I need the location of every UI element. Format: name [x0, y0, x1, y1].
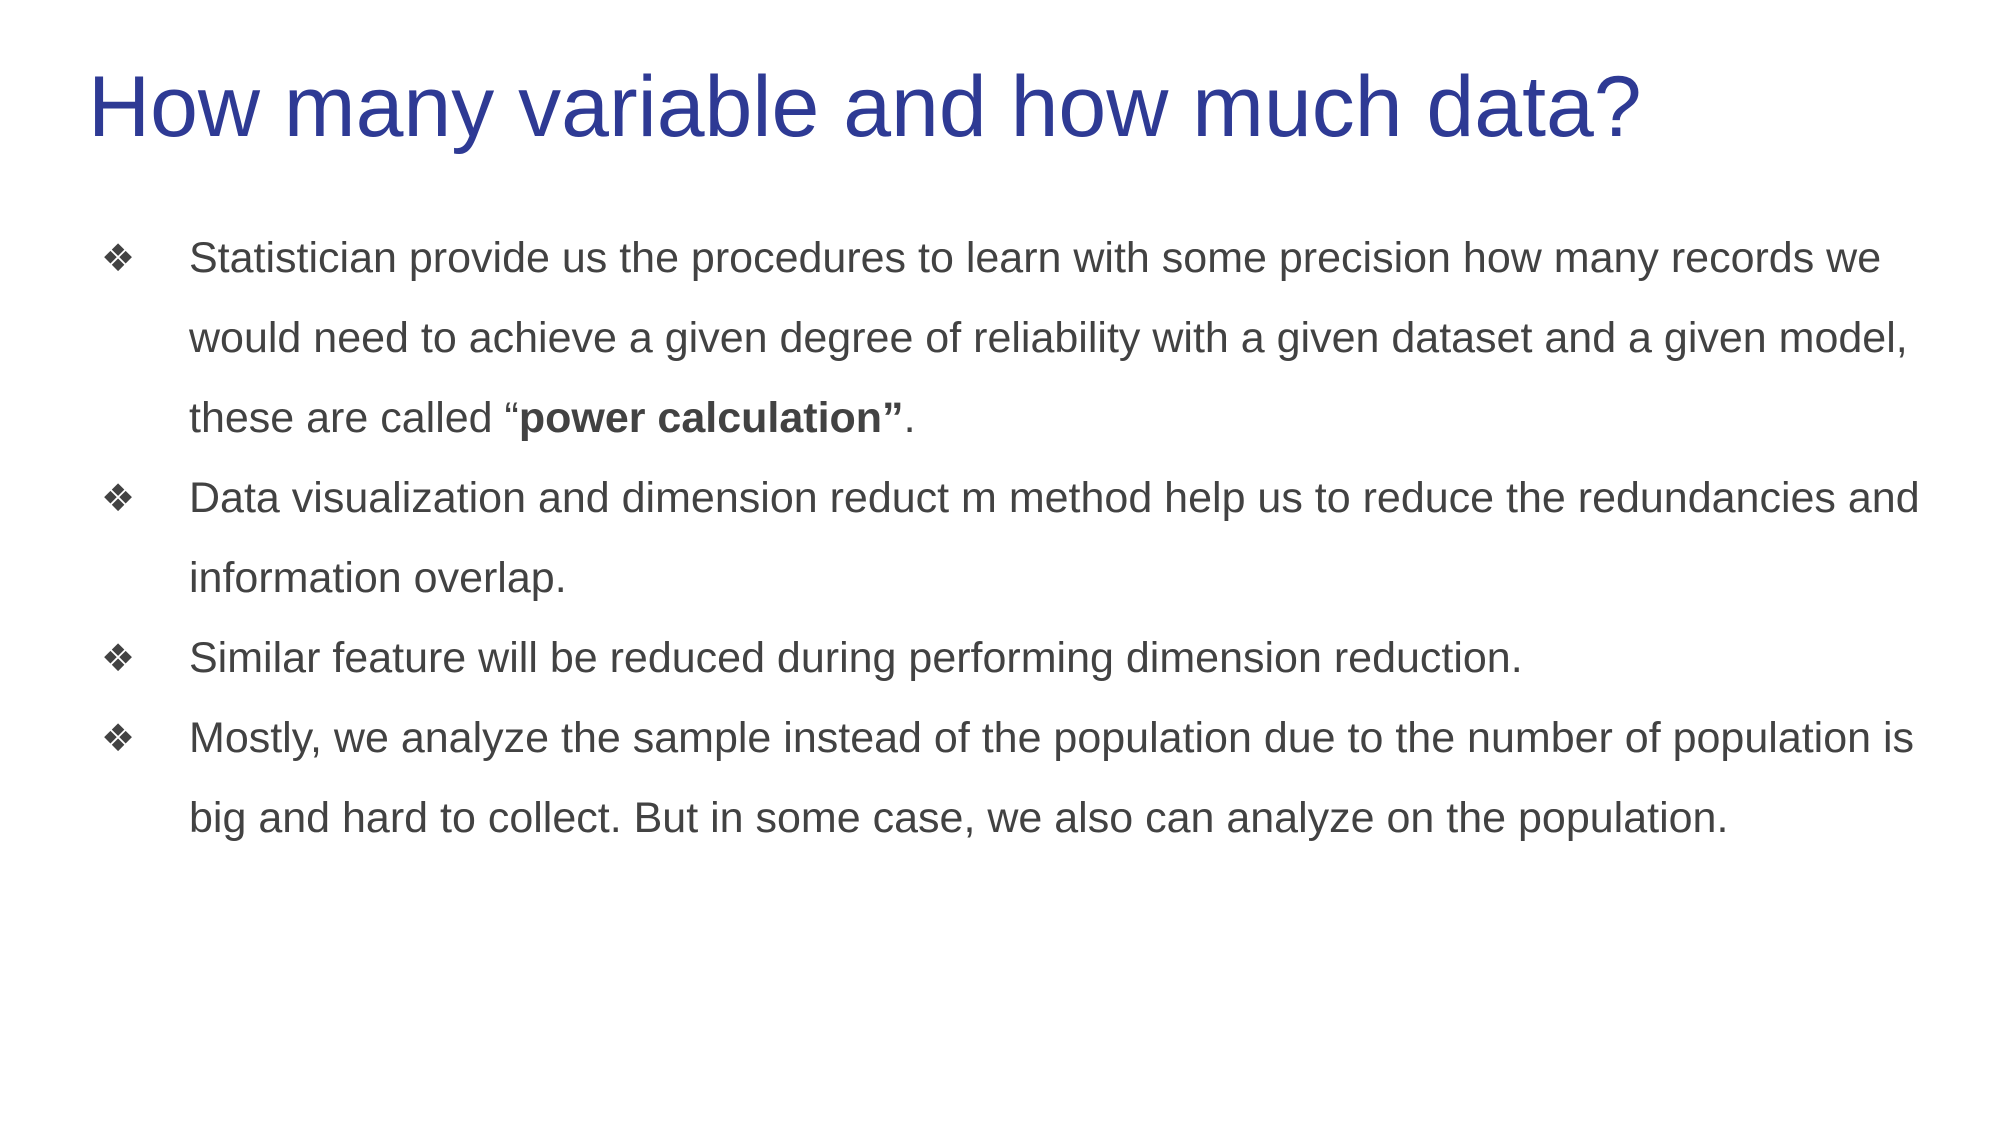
bullet-list: ❖ Statistician provide us the procedures…: [96, 218, 1926, 858]
bullet-item-2: ❖ Data visualization and dimension reduc…: [96, 458, 1926, 618]
four-diamond-bullet-icon: ❖: [100, 236, 136, 280]
bullet-text: Data visualization and dimension reduct …: [189, 474, 1920, 602]
four-diamond-bullet-icon: ❖: [100, 476, 136, 520]
bullet-item-1: ❖ Statistician provide us the procedures…: [96, 218, 1926, 458]
bullet-bold-text: power calculation”: [518, 394, 904, 442]
bullet-text: Mostly, we analyze the sample instead of…: [189, 714, 1915, 842]
slide-title: How many variable and how much data?: [88, 59, 1642, 155]
bullet-item-3: ❖ Similar feature will be reduced during…: [96, 618, 1926, 698]
bullet-text-end: .: [903, 394, 916, 442]
bullet-item-4: ❖ Mostly, we analyze the sample instead …: [96, 698, 1926, 858]
four-diamond-bullet-icon: ❖: [100, 636, 136, 680]
bullet-text: Similar feature will be reduced during p…: [189, 634, 1523, 682]
four-diamond-bullet-icon: ❖: [100, 716, 136, 760]
bullet-text: Statistician provide us the procedures t…: [189, 234, 1908, 442]
